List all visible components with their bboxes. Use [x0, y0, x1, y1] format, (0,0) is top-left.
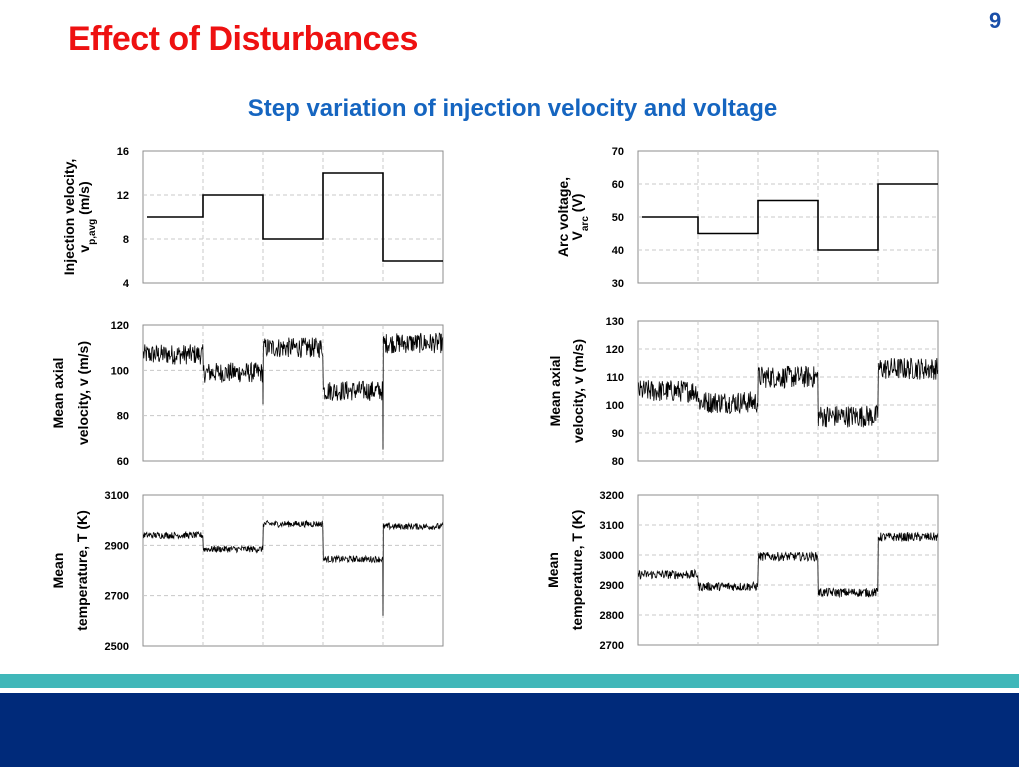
y-tick-label: 2500: [105, 641, 129, 653]
noisy-signal-line: [637, 357, 939, 428]
y-tick-label: 2800: [600, 610, 624, 622]
y-tick-label: 16: [117, 146, 129, 158]
y-tick-label: 3200: [600, 490, 624, 502]
y-tick-label: 3000: [600, 550, 624, 562]
plot-frame: [637, 494, 939, 646]
step-line: [147, 172, 443, 262]
y-tick-label: 110: [606, 372, 624, 384]
y-tick-label: 80: [612, 456, 624, 468]
y-tick-label: 8: [123, 234, 129, 246]
plot-frame: [637, 320, 939, 462]
y-axis-label: Mean axial: [50, 358, 66, 429]
y-tick-label: 60: [117, 456, 129, 468]
y-tick-label: 4: [123, 278, 130, 290]
slide-title: Effect of Disturbances: [68, 20, 418, 58]
noisy-signal-line: [142, 519, 444, 616]
chart-3: 60 80 100 120 Mean axial velocity, v (m/s): [50, 320, 444, 468]
chart-2: 30 40 50 60 70 Arc voltage,Varc (V): [555, 146, 939, 290]
noisy-signal-line: [637, 531, 939, 599]
y-tick-label: 40: [612, 245, 624, 257]
y-tick-label: 130: [606, 316, 624, 328]
y-tick-label: 60: [612, 179, 624, 191]
y-axis-label-line2: velocity, v (m/s): [75, 341, 91, 445]
y-tick-label: 120: [606, 344, 624, 356]
slide-subtitle: Step variation of injection velocity and…: [247, 95, 778, 122]
y-tick-label: 100: [606, 400, 624, 412]
y-tick-label: 2700: [105, 591, 129, 603]
y-axis-label-line2: temperature, T (K): [74, 510, 90, 631]
y-tick-label: 30: [612, 278, 624, 290]
y-tick-label: 120: [111, 320, 129, 332]
y-axis-label: Mean: [50, 553, 66, 589]
y-tick-label: 2900: [105, 540, 129, 552]
chart-4: 80 90 100 110 120 130 Mean axial velocity, v (m…: [547, 316, 939, 468]
y-tick-label: 3100: [600, 520, 624, 532]
y-tick-label: 70: [612, 146, 624, 158]
y-tick-label: 2700: [600, 640, 624, 652]
y-axis-label: Mean axial: [547, 356, 563, 427]
y-axis-label-line2: vp,avg (m/s): [76, 181, 98, 252]
footer-navy-band: [0, 693, 1019, 767]
y-tick-label: 90: [612, 428, 624, 440]
y-axis-label: Arc voltage,: [555, 177, 571, 257]
page-number: 9: [989, 8, 1002, 33]
chart-1: 4 8 12 16 Injection velocity, vp,avg (m/s): [61, 146, 444, 290]
y-axis-label-line2: temperature, T (K): [569, 510, 585, 631]
footer-divider: [0, 688, 1019, 693]
y-axis-label: Injection velocity,: [61, 159, 77, 275]
chart-6: 2700 2800 2900 3000 3100 3200 Mean temperature,…: [545, 490, 939, 652]
y-tick-label: 80: [117, 411, 129, 423]
y-axis-label-line2: Varc (V): [569, 194, 591, 241]
y-axis-label: Mean: [545, 552, 561, 588]
noisy-signal-line: [142, 332, 444, 450]
y-axis-label-line2: velocity, v (m/s): [570, 339, 586, 443]
step-line: [642, 183, 938, 251]
y-tick-label: 12: [117, 190, 129, 202]
y-tick-label: 2900: [600, 580, 624, 592]
y-tick-label: 50: [612, 212, 624, 224]
chart-5: 2500 2700 2900 3100 Mean temperature, T (K): [50, 490, 444, 653]
y-tick-label: 100: [111, 365, 129, 377]
plot-frame: [142, 494, 444, 647]
footer-teal-band: [0, 674, 1019, 688]
y-tick-label: 3100: [105, 490, 129, 502]
